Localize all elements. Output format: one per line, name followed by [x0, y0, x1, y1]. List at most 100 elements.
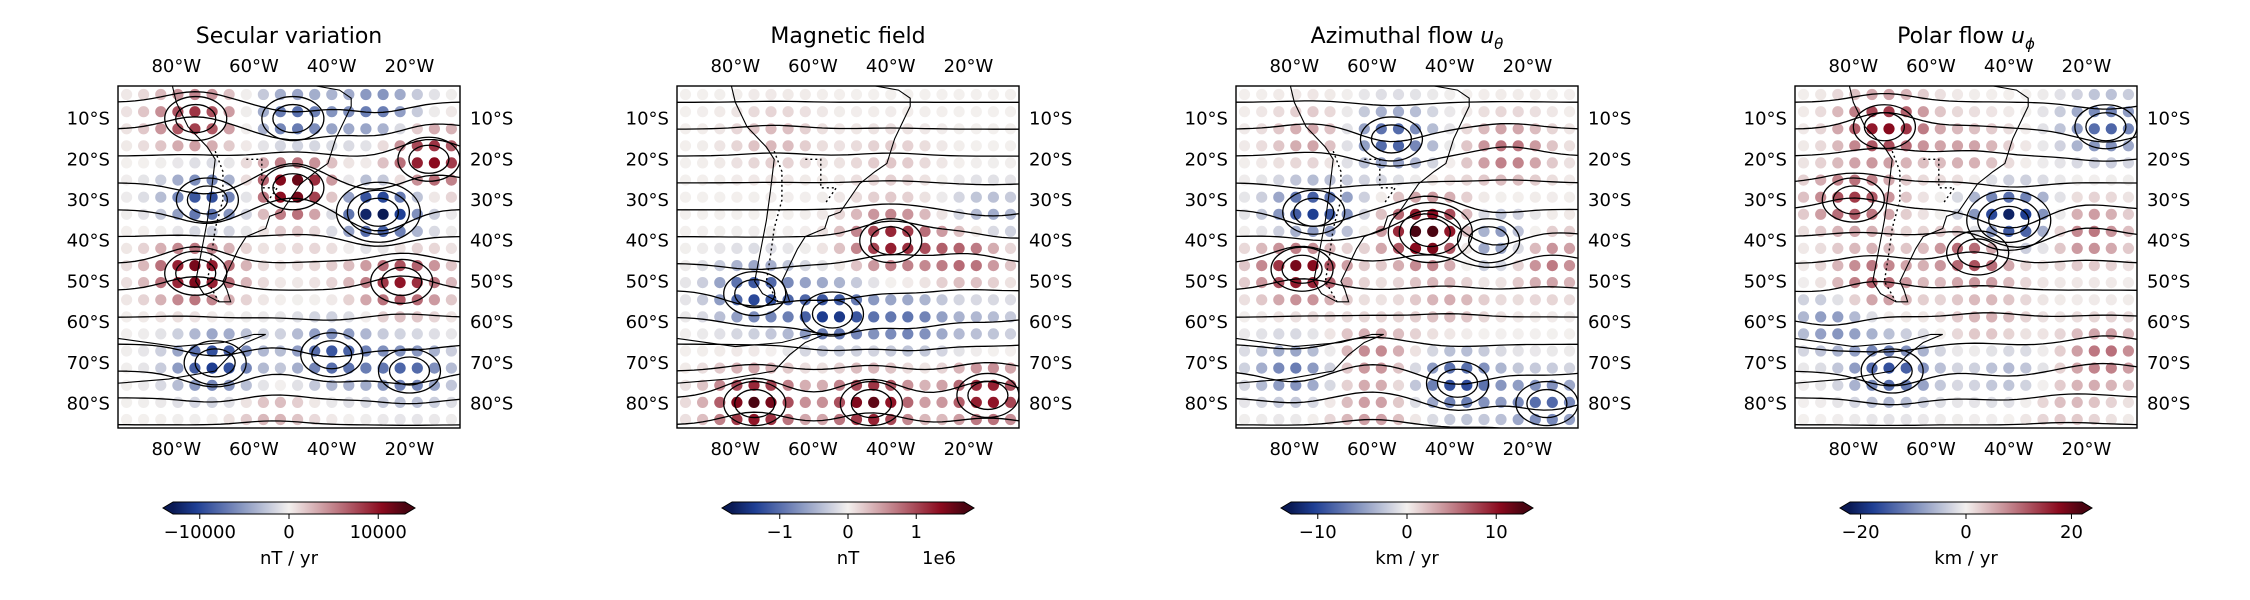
data-point [2088, 294, 2100, 306]
country-border [206, 150, 224, 303]
data-point [1815, 191, 1827, 203]
data-point [697, 311, 709, 323]
data-point [1797, 379, 1810, 391]
data-point [1444, 345, 1456, 357]
data-point [850, 191, 863, 203]
data-point [1290, 294, 1302, 306]
contour-line [1795, 227, 2137, 248]
data-point [2037, 225, 2049, 237]
data-point [172, 260, 184, 272]
data-point [833, 140, 846, 152]
data-point [1951, 277, 1964, 289]
data-point [1444, 277, 1456, 289]
data-point [1815, 328, 1827, 340]
data-point [1238, 277, 1251, 289]
data-point [155, 345, 167, 357]
data-point [1341, 379, 1353, 391]
data-point [1866, 174, 1878, 186]
plot-area [677, 86, 1019, 427]
contour-line [1795, 172, 2137, 188]
data-point [1409, 123, 1422, 135]
data-point [1986, 362, 1998, 374]
data-point [1341, 106, 1353, 118]
data-point [2071, 260, 2083, 272]
data-point [919, 208, 931, 220]
contour-lines [677, 100, 1019, 427]
lon-tick-label-top: 40°W [1425, 56, 1475, 77]
lon-tick-label-top: 80°W [1828, 56, 1878, 77]
data-point [1004, 260, 1017, 272]
data-point [782, 277, 794, 289]
data-point [1409, 379, 1422, 391]
data-point [1934, 140, 1946, 152]
data-point [679, 140, 692, 152]
data-point [2020, 157, 2032, 169]
lon-tick-label-top: 20°W [2062, 56, 2112, 77]
data-point [2105, 362, 2117, 374]
data-point [1832, 277, 1844, 289]
contour-ring [2085, 112, 2127, 142]
data-point [1917, 294, 1929, 306]
data-point [138, 157, 150, 169]
data-point [833, 208, 846, 220]
data-point [731, 260, 743, 272]
data-point [1256, 242, 1268, 254]
data-point [1409, 174, 1422, 186]
contour-line [118, 116, 460, 141]
colorbar-outline [1280, 501, 1534, 515]
lat-tick-label-left: 20°S [626, 149, 669, 170]
data-point [2105, 260, 2117, 272]
data-point [274, 413, 286, 426]
data-points [1238, 88, 1576, 426]
country-border [805, 158, 838, 205]
data-point [1512, 362, 1524, 374]
data-point [953, 311, 965, 323]
data-point [2037, 362, 2049, 374]
data-point [1951, 208, 1964, 220]
data-point [799, 191, 811, 203]
contour-ring [186, 185, 229, 215]
data-point [1986, 396, 1998, 408]
data-point [1341, 242, 1353, 254]
data-point [1273, 106, 1285, 118]
data-point [292, 174, 304, 186]
data-point [953, 174, 965, 186]
data-point [1444, 260, 1456, 272]
title-subscript: ϕ [2025, 35, 2035, 53]
data-point [1273, 157, 1285, 169]
data-point [343, 311, 355, 323]
data-point [1495, 191, 1507, 203]
data-point [850, 362, 863, 374]
data-point [428, 242, 440, 254]
data-point [919, 88, 931, 101]
data-point [1546, 174, 1558, 186]
lat-tick-label-left: 40°S [67, 231, 110, 252]
data-point [1900, 242, 1912, 254]
data-point [731, 106, 743, 118]
contour-line [1795, 197, 2137, 229]
data-point [240, 106, 252, 118]
data-point [240, 311, 252, 323]
data-point [936, 277, 948, 289]
data-point [223, 328, 235, 340]
contour-line [1236, 313, 1578, 318]
data-point [411, 140, 423, 152]
data-point [138, 260, 150, 272]
data-point [292, 208, 304, 220]
data-point [1849, 379, 1861, 391]
data-point [2105, 123, 2117, 135]
data-point [714, 396, 726, 408]
data-point [1529, 174, 1541, 186]
data-point [1512, 379, 1524, 391]
data-point [1512, 413, 1524, 426]
data-point [360, 88, 372, 101]
contour-ring [261, 165, 325, 211]
data-point [1478, 345, 1490, 357]
data-point [1444, 379, 1456, 391]
data-point [1832, 294, 1844, 306]
contour-ring [1860, 348, 1924, 394]
data-point [1409, 277, 1422, 289]
data-point [1461, 174, 1473, 186]
data-point [816, 157, 829, 169]
data-point [1563, 157, 1576, 169]
